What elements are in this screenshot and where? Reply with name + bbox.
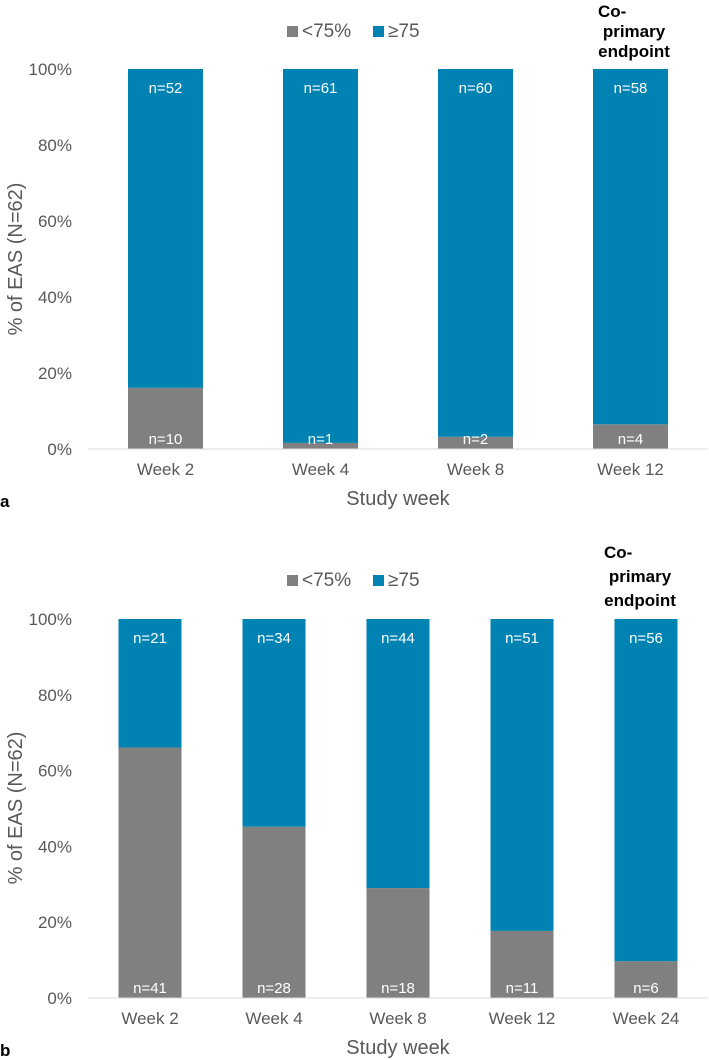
legend: <75% ≥75 xyxy=(287,570,420,591)
bar-below-75 xyxy=(242,826,306,998)
bar-below-75 xyxy=(366,888,430,998)
data-label-below-75: n=4 xyxy=(618,431,643,448)
y-tick-label: 20% xyxy=(38,364,72,383)
x-tick-label: Week 12 xyxy=(489,1009,556,1028)
data-label-below-75: n=1 xyxy=(308,431,333,448)
y-tick-label: 60% xyxy=(38,762,72,781)
data-label-below-75: n=2 xyxy=(463,431,488,448)
bar-at-least-75 xyxy=(118,619,182,748)
data-label-at-least-75: n=21 xyxy=(133,630,167,647)
legend-label-below-75: <75% xyxy=(302,21,351,42)
legend-swatch-below-75 xyxy=(287,575,298,586)
bar-below-75 xyxy=(438,436,513,449)
bar-at-least-75 xyxy=(614,619,678,962)
bar-at-least-75 xyxy=(283,69,358,443)
annotation-co-primary-endpoint: endpoint xyxy=(598,42,670,61)
y-tick-label: 0% xyxy=(47,440,72,459)
data-label-at-least-75: n=56 xyxy=(629,630,663,647)
x-axis-title: Study week xyxy=(346,488,450,510)
annotation-co-primary-endpoint: endpoint xyxy=(604,591,676,610)
annotation-co-primary-endpoint: primary xyxy=(609,567,672,586)
x-tick-label: Week 12 xyxy=(597,460,664,479)
bar-below-75 xyxy=(283,442,358,449)
data-label-at-least-75: n=51 xyxy=(505,630,539,647)
bar-at-least-75 xyxy=(438,69,513,437)
chart-panel-b: <75% ≥75 0% 20% 40% 60% 80% 100% % of EAS (N=62)… xyxy=(0,543,708,1060)
bar-at-least-75 xyxy=(593,69,668,425)
data-label-at-least-75: n=60 xyxy=(459,80,493,97)
y-tick-label: 20% xyxy=(38,913,72,932)
data-label-below-75: n=18 xyxy=(381,980,415,997)
y-tick-label: 0% xyxy=(47,989,72,1008)
bar-below-75 xyxy=(490,930,554,998)
x-tick-label: Week 8 xyxy=(447,460,504,479)
bar-at-least-75 xyxy=(490,619,554,931)
bar-at-least-75 xyxy=(128,69,203,388)
legend-label-below-75: <75% xyxy=(302,570,351,591)
legend-label-at-least-75: ≥75 xyxy=(388,570,420,591)
x-tick-label: Week 24 xyxy=(613,1009,680,1028)
x-tick-label: Week 2 xyxy=(121,1009,178,1028)
annotation-co-primary-endpoint: primary xyxy=(603,22,666,41)
bar-below-75 xyxy=(118,747,182,998)
legend-swatch-at-least-75 xyxy=(373,26,384,37)
y-axis-title: % of EAS (N=62) xyxy=(5,732,27,885)
y-tick-label: 80% xyxy=(38,136,72,155)
annotation-co-primary-endpoint: Co- xyxy=(598,2,626,21)
data-label-at-least-75: n=34 xyxy=(257,630,291,647)
panel-letter: b xyxy=(0,1041,10,1060)
data-label-at-least-75: n=52 xyxy=(149,80,183,97)
data-label-below-75: n=6 xyxy=(633,980,658,997)
y-tick-label: 40% xyxy=(38,288,72,307)
bar-below-75 xyxy=(128,387,203,449)
x-axis-title: Study week xyxy=(346,1037,450,1059)
bar-at-least-75 xyxy=(366,619,430,889)
y-axis-title: % of EAS (N=62) xyxy=(5,183,27,336)
y-tick-label: 100% xyxy=(29,60,72,79)
data-label-below-75: n=28 xyxy=(257,980,291,997)
legend-label-at-least-75: ≥75 xyxy=(388,21,420,42)
y-tick-label: 100% xyxy=(29,610,72,629)
legend-swatch-below-75 xyxy=(287,26,298,37)
x-tick-label: Week 8 xyxy=(369,1009,426,1028)
y-tick-label: 80% xyxy=(38,686,72,705)
legend-swatch-at-least-75 xyxy=(373,575,384,586)
chart-panel-a: <75% ≥75 0% 20% 40% 60% 80% 100% % of EAS (N=62)… xyxy=(0,2,708,511)
bar-below-75 xyxy=(593,424,668,449)
data-label-at-least-75: n=61 xyxy=(304,80,338,97)
data-label-below-75: n=11 xyxy=(506,980,539,997)
data-label-below-75: n=10 xyxy=(149,431,183,448)
x-tick-label: Week 4 xyxy=(245,1009,302,1028)
data-label-at-least-75: n=44 xyxy=(381,630,415,647)
data-label-at-least-75: n=58 xyxy=(614,80,648,97)
bar-at-least-75 xyxy=(242,619,306,827)
panel-letter: a xyxy=(0,492,10,511)
x-tick-label: Week 4 xyxy=(292,460,349,479)
legend: <75% ≥75 xyxy=(287,21,420,42)
x-tick-label: Week 2 xyxy=(137,460,194,479)
annotation-co-primary-endpoint: Co- xyxy=(604,543,632,562)
y-tick-label: 60% xyxy=(38,212,72,231)
data-label-below-75: n=41 xyxy=(133,980,167,997)
y-tick-label: 40% xyxy=(38,837,72,856)
bar-below-75 xyxy=(614,961,678,998)
